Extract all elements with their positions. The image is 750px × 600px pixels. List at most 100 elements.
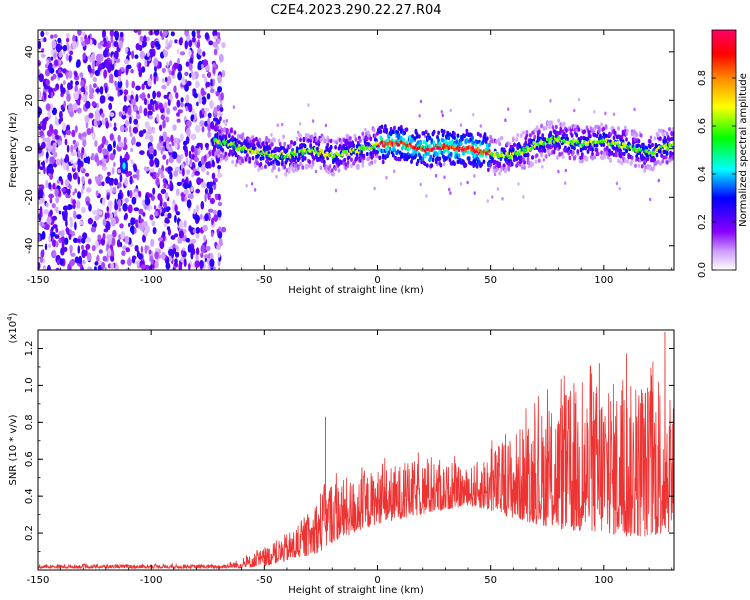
noise-speckle (60, 229, 65, 237)
signal-cell (574, 124, 577, 129)
noise-speckle (221, 42, 226, 49)
noise-speckle (52, 182, 56, 190)
signal-cell (414, 153, 418, 158)
noise-speckle (210, 231, 214, 238)
y-tick-label: 40 (24, 45, 35, 58)
signal-cell (355, 144, 359, 149)
signal-cell (356, 165, 360, 170)
noise-speckle (159, 240, 165, 250)
signal-cell (527, 160, 531, 166)
signal-cell (531, 155, 534, 160)
noise-speckle (68, 173, 72, 182)
noise-speckle (140, 223, 145, 232)
signal-cell (527, 164, 531, 169)
signal-cell (221, 128, 224, 133)
noise-speckle (188, 263, 191, 270)
noise-speckle (170, 31, 175, 37)
noise-speckle (88, 92, 94, 100)
noise-speckle (118, 207, 121, 212)
noise-speckle (119, 223, 124, 229)
noise-speckle (119, 31, 124, 38)
signal-cell (475, 164, 479, 169)
noise-speckle (91, 101, 97, 107)
noise-speckle (102, 218, 107, 227)
signal-cell (391, 129, 395, 134)
noise-speckle (70, 144, 74, 153)
noise-speckle (118, 111, 123, 117)
signal-cell (499, 156, 503, 162)
noise-speckle (198, 97, 203, 104)
noise-speckle (76, 107, 82, 114)
signal-cell (593, 132, 597, 138)
noise-speckle (193, 92, 198, 99)
snr-frame (37, 329, 675, 571)
noise-speckle (91, 126, 94, 134)
noise-speckle (281, 122, 284, 127)
signal-cell (594, 124, 598, 129)
noise-speckle (153, 149, 157, 157)
noise-speckle (54, 188, 59, 197)
signal-cell (352, 143, 356, 148)
signal-cell (381, 159, 385, 165)
noise-speckle (144, 197, 151, 206)
noise-speckle (117, 199, 122, 208)
noise-speckle (176, 154, 182, 164)
signal-cell (256, 161, 259, 166)
noise-speckle (163, 102, 168, 109)
noise-speckle (55, 267, 60, 270)
noise-speckle (220, 92, 224, 101)
noise-speckle (209, 197, 215, 205)
noise-speckle (96, 158, 100, 167)
noise-speckle (40, 53, 46, 58)
signal-cell (620, 151, 624, 156)
noise-speckle (148, 153, 154, 160)
noise-speckle (101, 117, 106, 126)
noise-speckle (188, 103, 193, 113)
signal-cell (535, 145, 539, 150)
noise-speckle (122, 111, 126, 116)
x-tick-label: -150 (27, 575, 50, 586)
noise-speckle (109, 30, 115, 37)
noise-speckle (557, 169, 560, 174)
noise-speckle (86, 128, 92, 135)
noise-speckle (76, 99, 80, 105)
noise-speckle (39, 184, 45, 191)
signal-cell (548, 140, 551, 145)
noise-speckle (85, 100, 91, 109)
signal-cell (473, 153, 477, 158)
signal-cell (314, 147, 317, 151)
signal-cell (659, 136, 662, 141)
signal-cell (547, 137, 550, 141)
signal-cell (224, 151, 228, 156)
noise-speckle (52, 239, 57, 248)
noise-speckle (193, 147, 198, 157)
signal-cell (522, 147, 525, 151)
signal-cell (626, 159, 629, 164)
signal-cell (250, 143, 254, 148)
noise-speckle (38, 200, 42, 205)
noise-speckle (98, 249, 103, 254)
noise-speckle (200, 91, 207, 96)
noise-speckle (143, 35, 147, 43)
noise-speckle (109, 133, 115, 141)
noise-speckle (209, 258, 215, 268)
signal-cell (585, 156, 589, 161)
signal-cell (312, 156, 316, 161)
noise-speckle (253, 188, 257, 192)
signal-cell (473, 159, 477, 164)
signal-cell (535, 153, 539, 158)
noise-speckle (183, 258, 187, 267)
x-tick-label: 100 (594, 575, 613, 586)
noise-speckle (206, 93, 211, 100)
signal-cell (385, 127, 388, 133)
signal-cell (401, 152, 404, 157)
noise-speckle (200, 165, 206, 173)
noise-speckle (166, 107, 171, 115)
noise-speckle (40, 250, 45, 258)
y-tick-label: 0.4 (24, 488, 35, 504)
noise-speckle (109, 73, 114, 82)
signal-cell (398, 150, 402, 155)
noise-speckle (189, 73, 192, 78)
signal-cell (319, 165, 323, 171)
signal-cell (537, 129, 541, 135)
